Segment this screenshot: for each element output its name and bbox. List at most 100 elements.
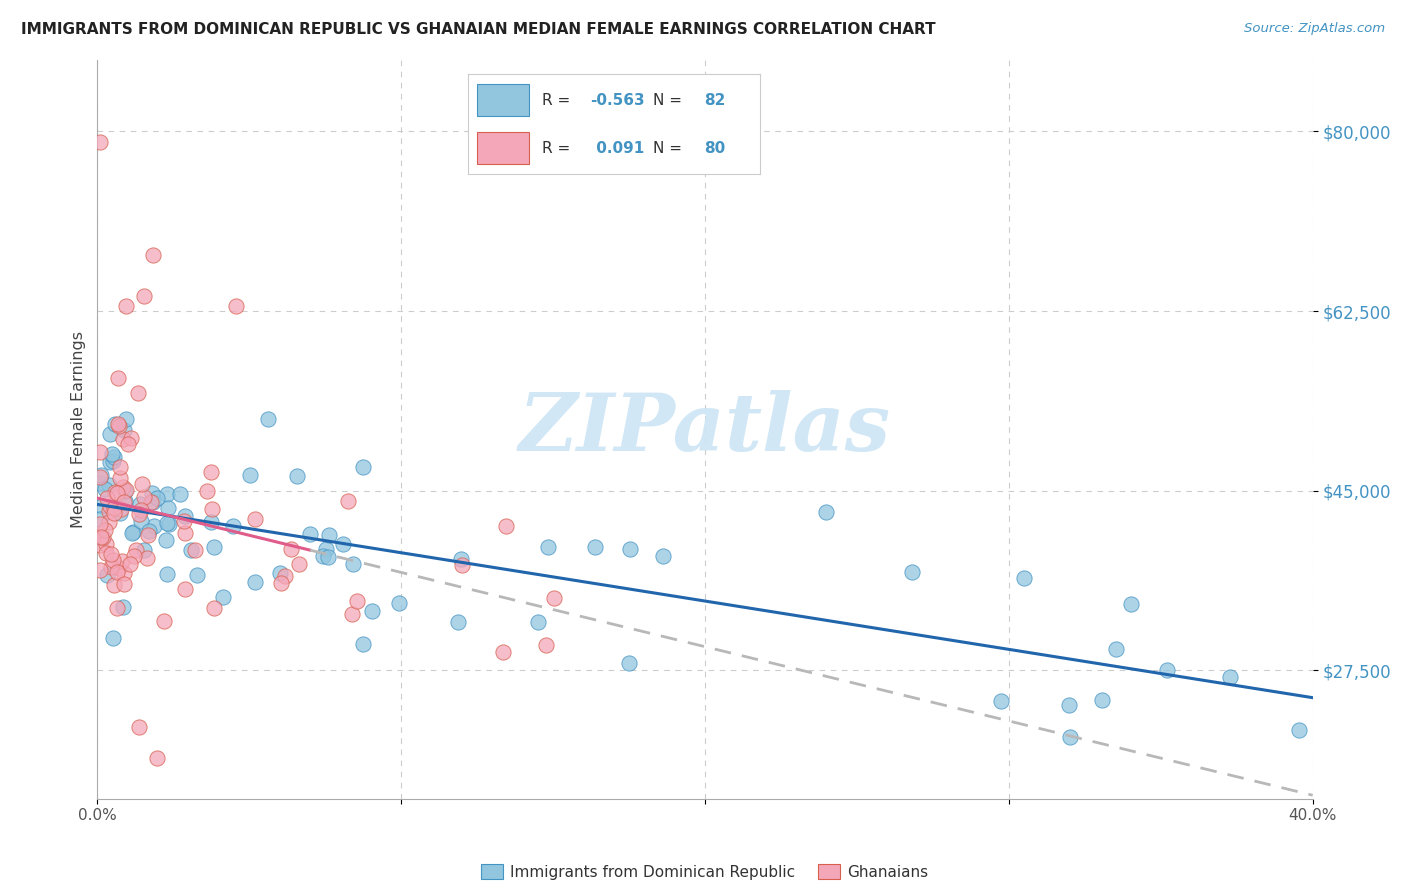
Point [141, 486, 163, 500]
Point [98, 454, 121, 468]
Point [111, 479, 134, 493]
Point [129, 497, 152, 511]
Point [225, 299, 247, 313]
Point [96, 491, 118, 505]
Point [120, 431, 142, 445]
Point [202, 601, 225, 615]
Point [120, 557, 142, 571]
Point [104, 484, 127, 499]
Point [107, 371, 129, 385]
Point [136, 528, 159, 542]
Point [98, 426, 121, 441]
Point [131, 476, 153, 491]
Point [129, 502, 152, 516]
Point [157, 517, 180, 532]
Point [108, 419, 131, 434]
Point [450, 552, 472, 566]
Point [100, 547, 122, 561]
Point [108, 459, 131, 474]
Point [1288, 723, 1310, 737]
Point [146, 491, 169, 505]
Point [112, 566, 135, 581]
Point [127, 385, 149, 400]
Point [114, 483, 136, 498]
Point [121, 526, 143, 541]
Point [1156, 663, 1178, 677]
Point [128, 720, 150, 734]
Point [243, 512, 266, 526]
Point [492, 645, 515, 659]
Point [353, 460, 375, 475]
Point [152, 614, 174, 628]
Point [114, 494, 136, 508]
Point [90, 499, 112, 513]
Point [117, 437, 139, 451]
Point [89, 445, 111, 459]
Point [200, 466, 222, 480]
Point [201, 501, 224, 516]
Point [138, 524, 160, 539]
Point [299, 527, 322, 541]
Point [340, 607, 363, 622]
Point [169, 487, 191, 501]
Point [108, 561, 131, 575]
Y-axis label: Median Female Earnings: Median Female Earnings [72, 331, 86, 528]
Point [285, 469, 308, 483]
Text: IMMIGRANTS FROM DOMINICAN REPUBLIC VS GHANAIAN MEDIAN FEMALE EARNINGS CORRELATIO: IMMIGRANTS FROM DOMINICAN REPUBLIC VS GH… [21, 22, 936, 37]
Point [1105, 641, 1128, 656]
Point [173, 525, 195, 540]
Point [1091, 693, 1114, 707]
Point [388, 596, 411, 610]
Point [202, 540, 225, 554]
Point [110, 501, 132, 516]
Point [447, 615, 470, 629]
Point [97, 504, 120, 518]
Point [105, 565, 128, 579]
Point [527, 615, 550, 629]
Point [312, 549, 335, 563]
Point [101, 454, 124, 468]
Point [617, 656, 640, 670]
Point [110, 471, 132, 485]
Point [89, 516, 111, 531]
Point [619, 542, 641, 557]
Point [243, 575, 266, 590]
Point [184, 543, 207, 558]
Point [142, 494, 165, 508]
Point [173, 514, 195, 528]
Point [174, 582, 197, 596]
Point [107, 417, 129, 432]
Point [103, 450, 125, 464]
Point [90, 468, 112, 483]
Point [89, 135, 111, 149]
Point [651, 549, 673, 563]
Point [112, 423, 135, 437]
Point [1059, 698, 1081, 713]
Point [537, 540, 560, 554]
Point [316, 549, 339, 564]
Point [105, 600, 128, 615]
Point [155, 533, 177, 547]
Point [96, 568, 118, 582]
Point [104, 417, 127, 431]
Point [815, 505, 838, 519]
Point [93, 524, 115, 538]
Point [269, 566, 291, 580]
Point [274, 568, 297, 582]
Point [901, 565, 924, 579]
Point [122, 549, 145, 563]
Point [156, 567, 179, 582]
Point [156, 487, 179, 501]
Point [337, 494, 360, 508]
Legend: Immigrants from Dominican Republic, Ghanaians: Immigrants from Dominican Republic, Ghan… [481, 863, 928, 880]
Point [186, 567, 208, 582]
Point [157, 501, 180, 516]
Point [103, 578, 125, 592]
Point [155, 516, 177, 530]
Point [180, 543, 202, 558]
Point [257, 412, 280, 426]
Point [89, 538, 111, 552]
Point [122, 524, 145, 539]
Point [128, 508, 150, 522]
Point [142, 519, 165, 533]
